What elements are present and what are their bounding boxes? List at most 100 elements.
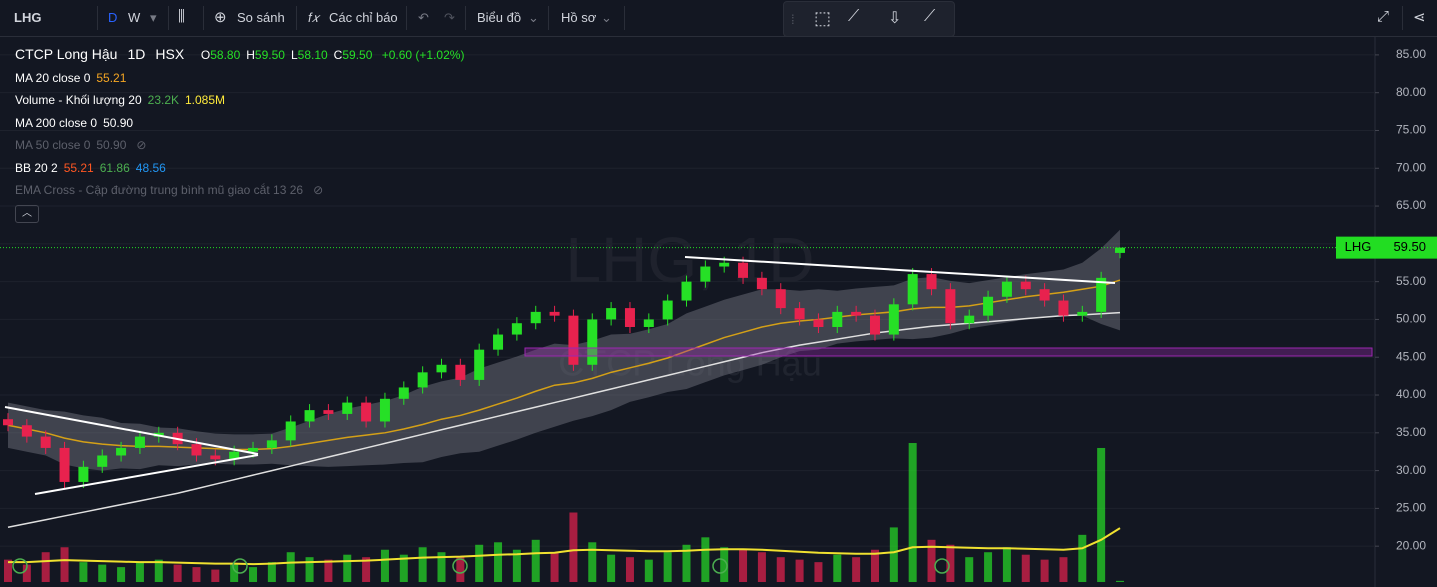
- y-tick-label: 35.00: [1396, 425, 1426, 439]
- legend-header: CTCP Long Hậu 1D HSX O58.80 H59.50 L58.10 C…: [15, 43, 464, 67]
- compare-button[interactable]: So sánh: [237, 10, 285, 25]
- candle-body: [530, 311, 541, 324]
- chart-type-icon[interactable]: ⫼: [178, 8, 185, 25]
- volume-bar: [1059, 557, 1068, 582]
- y-tick-label: 80.00: [1396, 85, 1426, 99]
- indicator-name: EMA Cross - Cập đường trung bình mũ giao…: [15, 183, 304, 197]
- handle: ⁞: [791, 12, 795, 27]
- y-tick-label: 20.00: [1396, 538, 1426, 552]
- volume-bar: [682, 544, 691, 582]
- y-tick-label: 85.00: [1396, 47, 1426, 61]
- indicator-icon[interactable]: f𝑥: [308, 10, 319, 25]
- fullscreen[interactable]: ⤢: [1377, 8, 1390, 25]
- arrow-tool[interactable]: ⇩: [888, 10, 902, 27]
- indicator: Volume - Khối lượng 20 23.2K 1.085M: [15, 89, 464, 112]
- y-tick-label: 65.00: [1396, 198, 1426, 212]
- ohlc-label: H: [246, 48, 255, 62]
- candle-body: [945, 289, 956, 324]
- volume-bar: [870, 549, 879, 582]
- indicator-value: 50.90: [103, 115, 134, 130]
- volume-bar: [776, 557, 785, 582]
- volume-bar: [286, 552, 295, 582]
- candle-body: [964, 315, 975, 324]
- ma200-line: [7, 311, 1121, 529]
- trendline[interactable]: [34, 454, 259, 495]
- change: +0.60 (+1.02%): [381, 48, 465, 62]
- volume-bar: [230, 564, 239, 582]
- volume-bar: [965, 557, 974, 582]
- legend-title: CTCP Long Hậu: [15, 46, 118, 62]
- volume-bar: [739, 549, 748, 582]
- interval[interactable]: W: [128, 10, 141, 25]
- candle-body: [568, 315, 579, 365]
- symbol[interactable]: LHG: [14, 10, 42, 25]
- volume-bar: [380, 549, 389, 582]
- ohlc-label: O: [200, 48, 211, 62]
- candle-body: [229, 451, 240, 460]
- candle-body: [1077, 311, 1088, 316]
- candle-body: [493, 334, 504, 350]
- candle-body: [304, 410, 315, 422]
- ohlc-value: 58.80: [210, 48, 241, 62]
- profile-button[interactable]: Hồ sơ: [561, 10, 597, 25]
- trendline[interactable]: [684, 256, 1116, 284]
- candle-body: [907, 274, 918, 305]
- zone[interactable]: [524, 347, 1373, 357]
- y-tick-label: 50.00: [1396, 312, 1426, 326]
- volume-bar: [1097, 447, 1106, 582]
- interval[interactable]: D: [108, 10, 118, 25]
- candle-body: [361, 402, 372, 422]
- volume-bar: [41, 552, 50, 582]
- event-icons: [12, 558, 950, 574]
- candle-body: [40, 436, 51, 448]
- candle-body: [285, 421, 296, 441]
- volume-bar: [1021, 554, 1030, 582]
- volume-bar: [946, 544, 955, 582]
- ohlc-value: 58.10: [297, 48, 328, 62]
- candle-body: [756, 277, 767, 290]
- candle-body: [1039, 289, 1050, 301]
- candle-body: [794, 308, 805, 320]
- indicator: BB 20 2 55.21 61.86 48.56: [15, 157, 464, 180]
- chart-button[interactable]: Biểu đồ: [477, 10, 522, 25]
- volume-bar: [98, 564, 107, 582]
- volume-bar: [512, 549, 521, 582]
- indicator-name: MA 200 close 0: [15, 115, 98, 130]
- collapse[interactable]: ︿: [15, 204, 39, 223]
- indicator-value: 48.56: [135, 160, 166, 175]
- indicator-value: 61.86: [99, 160, 130, 175]
- volume-bar: [249, 567, 258, 582]
- indicator-value: 1.085M: [185, 93, 226, 107]
- redo[interactable]: ↷: [444, 10, 455, 25]
- candle-body: [1001, 281, 1012, 297]
- indicators-button[interactable]: Các chỉ báo: [329, 10, 398, 25]
- trendline[interactable]: [4, 406, 259, 455]
- last-price-box: [1380, 236, 1437, 259]
- y-tick-label: 55.00: [1396, 274, 1426, 288]
- volume-bar: [889, 527, 898, 582]
- volume-bar: [795, 559, 804, 582]
- drawing-tools: ⁞ ⬚ ⟋ ⇩ ⟋: [783, 1, 955, 37]
- candle-body: [1058, 300, 1069, 316]
- path-tool[interactable]: ⟋: [924, 8, 936, 25]
- candle-body: [587, 319, 598, 365]
- volume-bar: [135, 562, 144, 582]
- indicator-name: BB 20 2: [15, 160, 58, 175]
- share[interactable]: ⋖: [1413, 9, 1426, 26]
- undo[interactable]: ↶: [418, 10, 429, 25]
- candle-body: [926, 274, 937, 290]
- candle-body: [379, 398, 390, 422]
- indicator-value: 50.90: [96, 138, 127, 152]
- y-tick-label: 70.00: [1396, 160, 1426, 174]
- compare-icon[interactable]: ⊕: [214, 9, 227, 26]
- line-tool[interactable]: ⟋: [848, 8, 860, 25]
- volume-bar: [984, 552, 993, 582]
- volume-bar: [625, 557, 634, 582]
- toolbar: LHG D W ▾ ⫼ ⊕ So sánh f𝑥 Các chỉ báo ↶ ↷…: [0, 0, 1437, 37]
- indicator: MA 200 close 0 50.90: [15, 112, 464, 135]
- indicator: EMA Cross - Cập đường trung bình mũ giao…: [15, 179, 464, 202]
- rect-tool[interactable]: ⬚: [814, 8, 832, 28]
- volume-bar: [852, 557, 861, 582]
- y-tick-label: 25.00: [1396, 501, 1426, 515]
